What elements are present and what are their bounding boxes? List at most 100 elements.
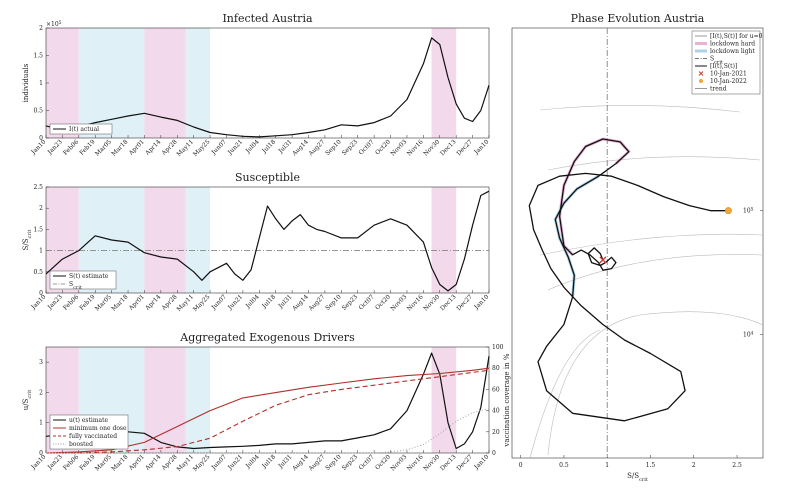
x-tick-label: Jun07 (210, 138, 228, 156)
y-tick-label: 0.5 (33, 269, 43, 276)
x-tick-label: 0 (519, 462, 523, 469)
x-tick-label: Aug14 (290, 138, 310, 158)
x-tick-label: Nov03 (389, 453, 408, 472)
y-tick-label: 0 (39, 135, 43, 142)
series-i-t-actual (45, 37, 490, 138)
x-tick-label: Sep23 (341, 453, 360, 472)
x-tick-label: Nov30 (422, 453, 441, 472)
y-tick-label: 1 (39, 420, 43, 427)
x-tick-label: Jul04 (244, 453, 261, 470)
y-tick-label: 2 (39, 205, 43, 212)
x-tick-label: Jun21 (226, 453, 244, 471)
x-tick-label: Jun21 (226, 138, 244, 156)
x-tick-label: Mar18 (110, 293, 129, 312)
x-tick-label: Aug14 (290, 293, 310, 313)
legend-box (691, 30, 761, 95)
y-tick-label: 2.5 (33, 184, 43, 191)
lockdown-hard-band (46, 28, 79, 138)
y2-tick-label: 60 (492, 386, 500, 393)
x-tick-label: Sep10 (324, 453, 343, 472)
y2-axis-label: vaccination coverage in % (503, 353, 511, 447)
chart-title: Susceptible (235, 171, 300, 184)
legend-label: trend (710, 86, 727, 93)
x-tick-label: Sep10 (324, 138, 343, 157)
legend-swatch (699, 79, 703, 83)
marker-end-2022 (724, 207, 732, 215)
x-tick-label: Nov16 (406, 293, 425, 312)
legend-label: minimum one dose (69, 425, 127, 432)
x-tick-label: 2.5 (732, 462, 742, 469)
x-tick-label: Dec27 (455, 293, 474, 312)
x-tick-label: Feb06 (62, 293, 80, 311)
flow-trajectory (539, 233, 764, 256)
x-tick-label: Feb06 (62, 138, 80, 156)
legend-swatch (698, 71, 704, 76)
panel-infected: Infected Austria 0 0.5 1 1.5 2 individuals ×105… (22, 12, 491, 158)
flow-trajectory (529, 329, 601, 459)
lockdown-hard-band (144, 347, 186, 453)
legend-label: [I(t),S(t)] for u=0 (710, 33, 763, 40)
x-tick-label: Aug27 (307, 138, 327, 158)
series-s-t-estimate (45, 190, 490, 292)
x-tick-label: Dec13 (439, 293, 458, 312)
legend-label: [I(t),S(t)] (710, 63, 737, 70)
y2-tick-label: 0 (492, 450, 496, 457)
x-tick-label: Jun21 (226, 293, 244, 311)
lockdown-light-band (78, 28, 145, 138)
chart-title: Aggregated Exogenous Drivers (179, 331, 355, 344)
flow-trajectory (547, 254, 764, 291)
lockdown-hard-band (431, 187, 457, 293)
x-tick-label: Nov03 (389, 293, 408, 312)
x-tick-label: Aug14 (290, 453, 310, 473)
x-tick-label: May25 (192, 453, 212, 473)
x-tick-label: May11 (175, 293, 195, 313)
x-tick-label: Mar05 (94, 453, 113, 472)
x-tick-label: Dec13 (439, 138, 458, 157)
plot-frame (45, 186, 490, 294)
y-tick-label: 1 (39, 248, 43, 255)
y-exponent-label: ×105 (46, 20, 62, 29)
legend-label: lockdown hard (710, 41, 755, 48)
y2-tick-label: 20 (492, 429, 500, 436)
series-u-t-estimate (45, 352, 490, 450)
chart-title: Infected Austria (222, 12, 313, 25)
legend: I(t) actual (49, 123, 113, 135)
x-tick-label: Jul04 (244, 138, 261, 155)
y-tick-label: 1.5 (33, 226, 43, 233)
panel-drivers: Aggregated Exogenous Drivers 0 1 2 3 u/Scrit J… (22, 331, 511, 473)
legend-label: 10-Jan-2021 (710, 71, 747, 78)
x-tick-label: Mar18 (110, 453, 129, 472)
x-tick-label: Aug27 (307, 293, 327, 313)
x-tick-label: May11 (175, 138, 195, 158)
x-tick-label: Nov16 (406, 138, 425, 157)
x-tick-label: 1 (605, 462, 609, 469)
legend-box (49, 123, 113, 135)
legend-label: 10-Jan-2022 (710, 78, 747, 85)
lockdown-hard-band (144, 187, 186, 293)
y-tick-label: 0 (39, 450, 43, 457)
x-tick-label: Oct07 (358, 138, 376, 156)
lockdown-light-band (185, 28, 211, 138)
x-tick-label: Oct07 (358, 453, 376, 471)
y-tick-label: 0.5 (33, 108, 43, 115)
x-tick-label: Apr01 (127, 138, 146, 157)
x-tick-label: Dec13 (439, 453, 458, 472)
legend-label: S(t) estimate (69, 273, 109, 280)
lockdown-hard-band (144, 28, 186, 138)
x-tick-label: Feb06 (62, 453, 80, 471)
legend-box (49, 270, 117, 290)
y-tick-label: 105 (743, 206, 754, 215)
y-tick-label: 3 (39, 359, 43, 366)
x-tick-label: Nov16 (406, 453, 425, 472)
x-tick-label: Jul18 (260, 293, 277, 310)
y2-tick-label: 40 (492, 408, 500, 415)
x-tick-label: Sep10 (324, 293, 343, 312)
x-tick-label: Nov03 (389, 138, 408, 157)
x-tick-label: 1.5 (646, 462, 656, 469)
x-tick-label: Jun07 (210, 453, 228, 471)
x-tick-label: Nov30 (422, 138, 441, 157)
